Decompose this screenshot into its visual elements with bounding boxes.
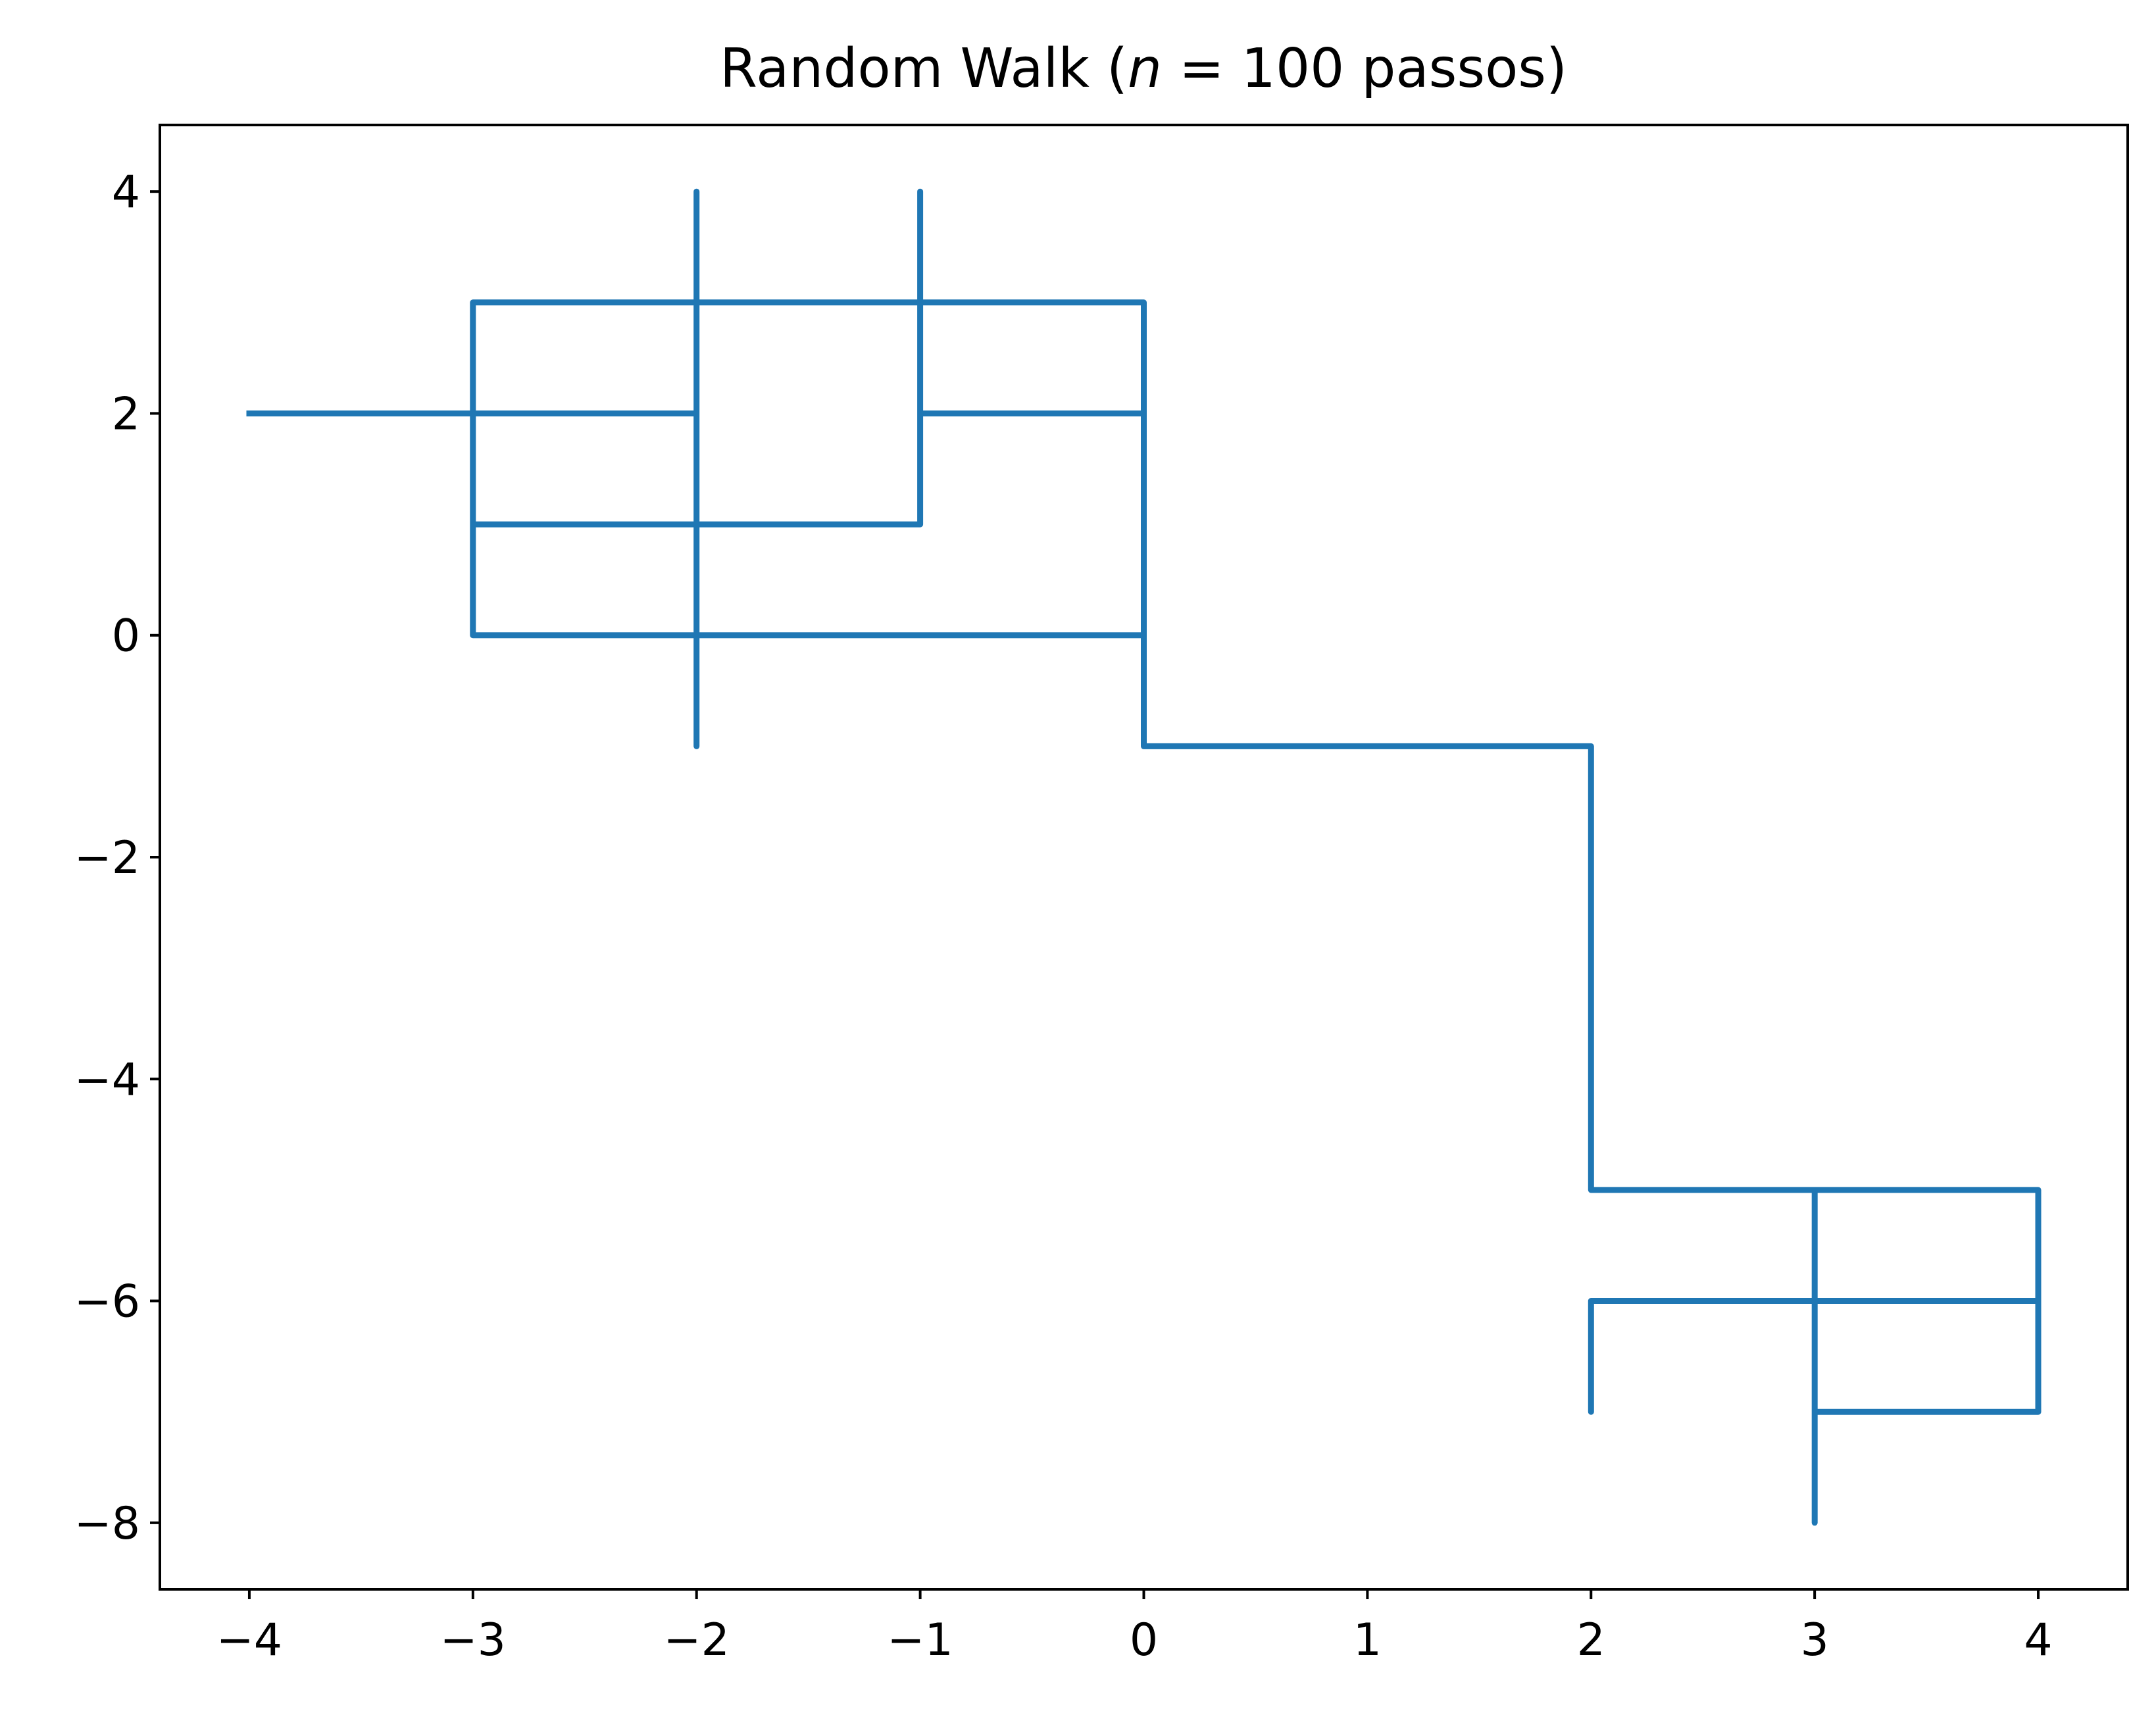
y-tick-label: −6	[74, 1276, 140, 1328]
x-tick-label: 0	[1130, 1614, 1158, 1666]
x-tick-label: 4	[2024, 1614, 2052, 1666]
y-tick-label: −4	[74, 1054, 140, 1106]
series-line-0	[246, 188, 2042, 1526]
chart-title-suffix: = 100 passos)	[1162, 37, 1567, 100]
x-tick-label: −1	[887, 1614, 953, 1666]
x-tick-label: −4	[216, 1614, 282, 1666]
chart-title-math: n	[1128, 37, 1162, 100]
chart-title: Random Walk (n = 100 passos)	[720, 37, 1567, 100]
y-tick-label: 4	[112, 166, 140, 218]
axes-frame	[159, 124, 2129, 1591]
y-tick-label: −2	[74, 832, 140, 884]
plot-area	[246, 188, 2042, 1526]
chart-title-prefix: Random Walk (	[720, 37, 1128, 100]
y-tick-label: 2	[112, 388, 140, 440]
y-tick-label: −8	[74, 1498, 140, 1550]
x-axis: −4 −3 −2 −1 0 1 2 3 4	[216, 1589, 2053, 1666]
x-tick-label: −3	[440, 1614, 506, 1666]
y-tick-label: 0	[112, 610, 140, 662]
x-tick-label: 3	[1801, 1614, 1829, 1666]
x-tick-label: −2	[664, 1614, 730, 1666]
x-tick-label: 2	[1577, 1614, 1605, 1666]
x-tick-label: 1	[1353, 1614, 1382, 1666]
y-axis: 4 2 0 −2 −4 −6 −8	[74, 166, 160, 1550]
